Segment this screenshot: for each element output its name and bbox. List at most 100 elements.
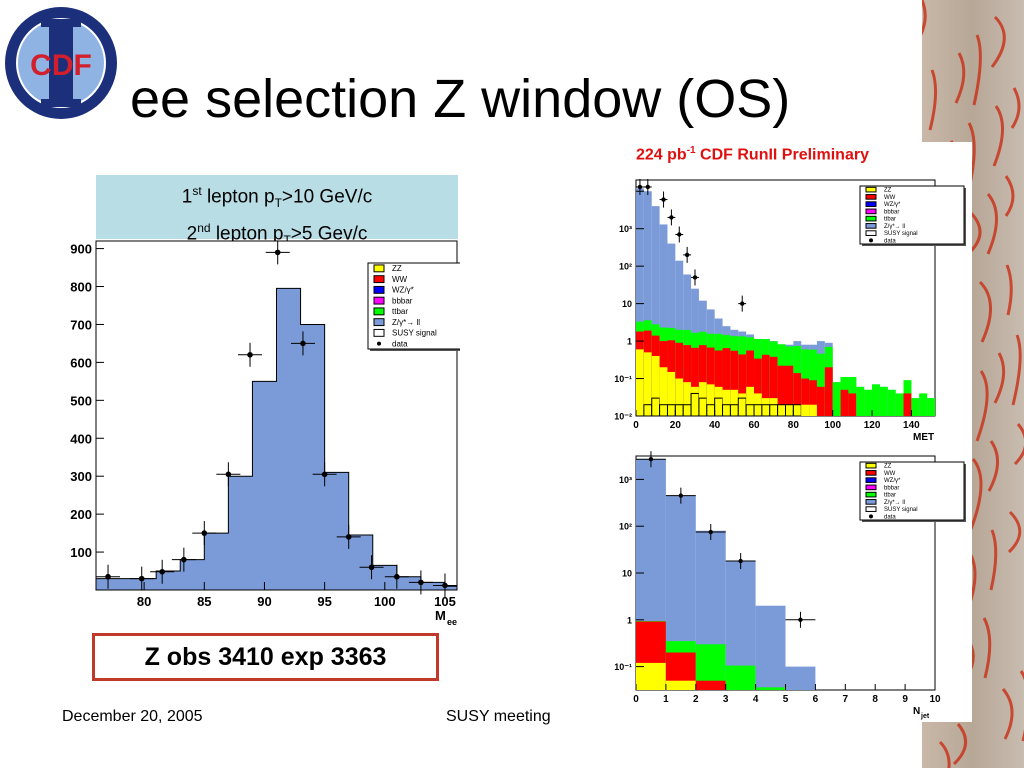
stripe-stroke [982, 617, 992, 679]
ttbar-bar [872, 384, 880, 416]
slide-title: ee selection Z window (OS) [130, 69, 791, 129]
x-tick-label: 80 [137, 594, 151, 609]
ww-bar [903, 393, 912, 416]
legend-label: WZ/γ* [884, 202, 901, 208]
x-tick-label: 2 [693, 694, 699, 705]
legend-swatch [865, 484, 877, 491]
zz-bar [667, 371, 676, 416]
legend-label: WW [884, 195, 896, 201]
legend-swatch [373, 307, 385, 316]
data-point [740, 301, 745, 306]
y-tick-label: 300 [70, 469, 92, 484]
footer-date: December 20, 2005 [62, 708, 203, 725]
data-point [274, 249, 281, 256]
stripe-stroke [1011, 334, 1022, 406]
data-point [645, 184, 651, 190]
legend-label: SUSY signal [884, 507, 918, 513]
x-tick-label: 7 [843, 694, 849, 705]
y-tick-label: 10 [622, 569, 632, 579]
x-axis-label: MET [913, 432, 934, 443]
data-point [708, 529, 713, 535]
zz-bar [691, 386, 699, 416]
ww-bar [769, 356, 778, 416]
legend-swatch [373, 328, 385, 337]
ttbar-bar [832, 382, 841, 416]
y-tick-label: 10 [622, 299, 632, 309]
legend-label: data [884, 238, 896, 244]
legend-swatch [865, 186, 877, 193]
prelim-pre: 224 pb [636, 146, 687, 164]
zz-bar [665, 680, 696, 690]
stripe-stroke [928, 69, 937, 131]
cut2-num: 2 [186, 223, 198, 245]
legend-swatch [373, 264, 385, 273]
stripe-stroke [978, 280, 992, 343]
cut1-num: 1 [181, 186, 193, 208]
cut1-post: >10 GeV/c [281, 186, 373, 208]
zz-bar [636, 662, 666, 690]
legend-label: ZZ [884, 464, 892, 470]
x-tick-label: 5 [783, 694, 789, 705]
y-tick-label: 200 [70, 507, 92, 522]
ww-bar [738, 354, 747, 416]
ww-bar [840, 389, 849, 416]
ttbar-bar [725, 665, 756, 690]
dy-bar [755, 605, 786, 690]
legend-swatch [865, 499, 877, 505]
cut1-sub: T [274, 196, 282, 211]
cdf-logo: CDF [5, 7, 117, 119]
zz-bar [761, 398, 770, 416]
ww-bar [730, 350, 739, 416]
data-point [345, 534, 352, 540]
stripe-stroke [987, 440, 999, 492]
x-tick-label: 85 [197, 594, 211, 609]
stripe-stroke [989, 529, 998, 591]
legend-label: ttbar [392, 307, 408, 316]
zz-bar [659, 367, 668, 416]
zz-bar [683, 382, 692, 416]
x-tick-label: 0 [633, 694, 639, 705]
ww-bar [695, 680, 726, 690]
legend-swatch [373, 285, 385, 294]
x-axis-label-sub: jet [920, 713, 930, 720]
x-tick-label: 0 [633, 420, 639, 431]
zz-bar [643, 352, 652, 416]
preliminary-label: 224 pb-1 CDF RunII Preliminary [636, 145, 869, 164]
mee-histogram: 100 200 300 400 500 600 700 800 900 80 85 90 95 100 10… [70, 240, 460, 627]
dy-bar [651, 206, 660, 416]
cut2-sub: T [283, 233, 291, 248]
dy-bar [785, 666, 816, 690]
data-point [678, 493, 684, 498]
legend-label: ZZ [884, 188, 892, 194]
stripe-stroke [972, 34, 982, 106]
legend-label: WW [884, 471, 896, 477]
x-tick-label: 3 [723, 694, 729, 705]
ww-bar [777, 365, 786, 416]
dy-bar [643, 191, 652, 416]
ttbar-bar [755, 687, 786, 690]
y-tick-label: 10⁻¹ [614, 374, 632, 384]
zz-bar [746, 386, 755, 416]
legend-label: WZ/γ* [392, 286, 414, 295]
stripe-stroke [1007, 510, 1022, 554]
stripe-stroke [990, 15, 1006, 68]
cut2-sup: nd [197, 221, 211, 236]
ttbar-bar [887, 389, 896, 416]
cut-line-2: 2nd lepton pT>5 Gev/c [96, 216, 458, 253]
legend-label: bbbar [884, 485, 899, 491]
legend-swatch [865, 470, 877, 476]
ttbar-bar [864, 389, 873, 416]
stripe-stroke [969, 458, 983, 530]
legend-label: SUSY signal [392, 329, 437, 338]
stripe-stroke [1005, 264, 1013, 316]
result-box: Z obs 3410 exp 3363 [92, 633, 439, 681]
y-tick-label: 10² [619, 262, 632, 272]
stripe-stroke [993, 352, 1006, 404]
zz-bar [714, 386, 723, 416]
y-tick-label: 400 [70, 431, 92, 446]
y-tick-label: 10⁻¹ [614, 662, 632, 672]
zz-bar [706, 384, 715, 416]
y-tick-label: 100 [70, 545, 92, 560]
y-tick-label: 10³ [619, 475, 632, 485]
data-point [798, 617, 803, 622]
